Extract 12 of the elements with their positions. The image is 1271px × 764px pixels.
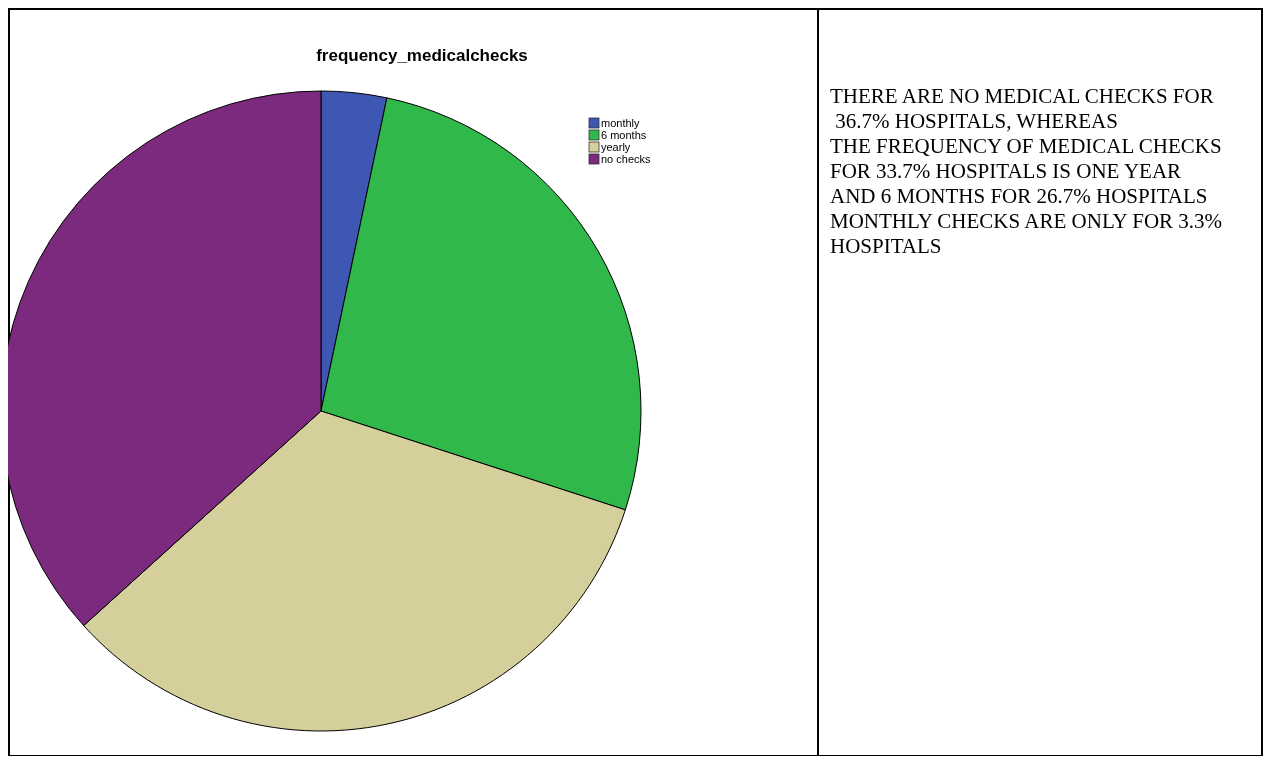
legend-label: yearly (601, 141, 631, 153)
text: AND 6 MONTHS FOR 26.7% HOSPITALS (830, 184, 1209, 209)
text: THE FREQUENCY OF MEDICAL CHECKS (830, 134, 1223, 159)
text: 36.7% HOSPITALS, WHEREAS (834, 109, 1119, 134)
text: HOSPITALS (830, 234, 943, 259)
text: MONTHLY CHECKS ARE ONLY FOR 3.3% (830, 209, 1224, 234)
chart-title: frequency_medicalchecks (316, 46, 528, 65)
legend-label: no checks (601, 153, 652, 165)
text: FOR 33.7% HOSPITALS IS ONE YEAR (830, 159, 1183, 184)
legend-label: monthly (601, 117, 641, 129)
text: THERE ARE NO MEDICAL CHECKS FOR (830, 84, 1215, 109)
legend-label: 6 months (601, 129, 647, 141)
